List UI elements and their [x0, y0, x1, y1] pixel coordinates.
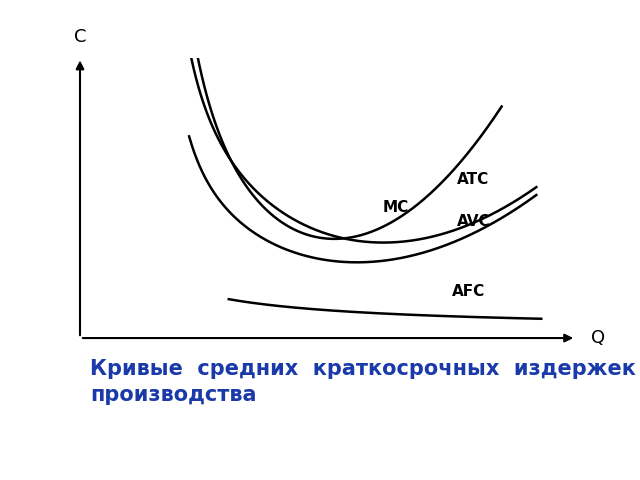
- Text: AVC: AVC: [457, 214, 491, 229]
- Text: AFC: AFC: [452, 284, 485, 299]
- Text: Кривые  средних  краткосрочных  издержек
производства: Кривые средних краткосрочных издержек пр…: [90, 359, 636, 406]
- Text: Q: Q: [591, 329, 605, 347]
- Text: C: C: [74, 28, 86, 47]
- Text: MC: MC: [383, 200, 409, 215]
- Text: ATC: ATC: [457, 172, 489, 187]
